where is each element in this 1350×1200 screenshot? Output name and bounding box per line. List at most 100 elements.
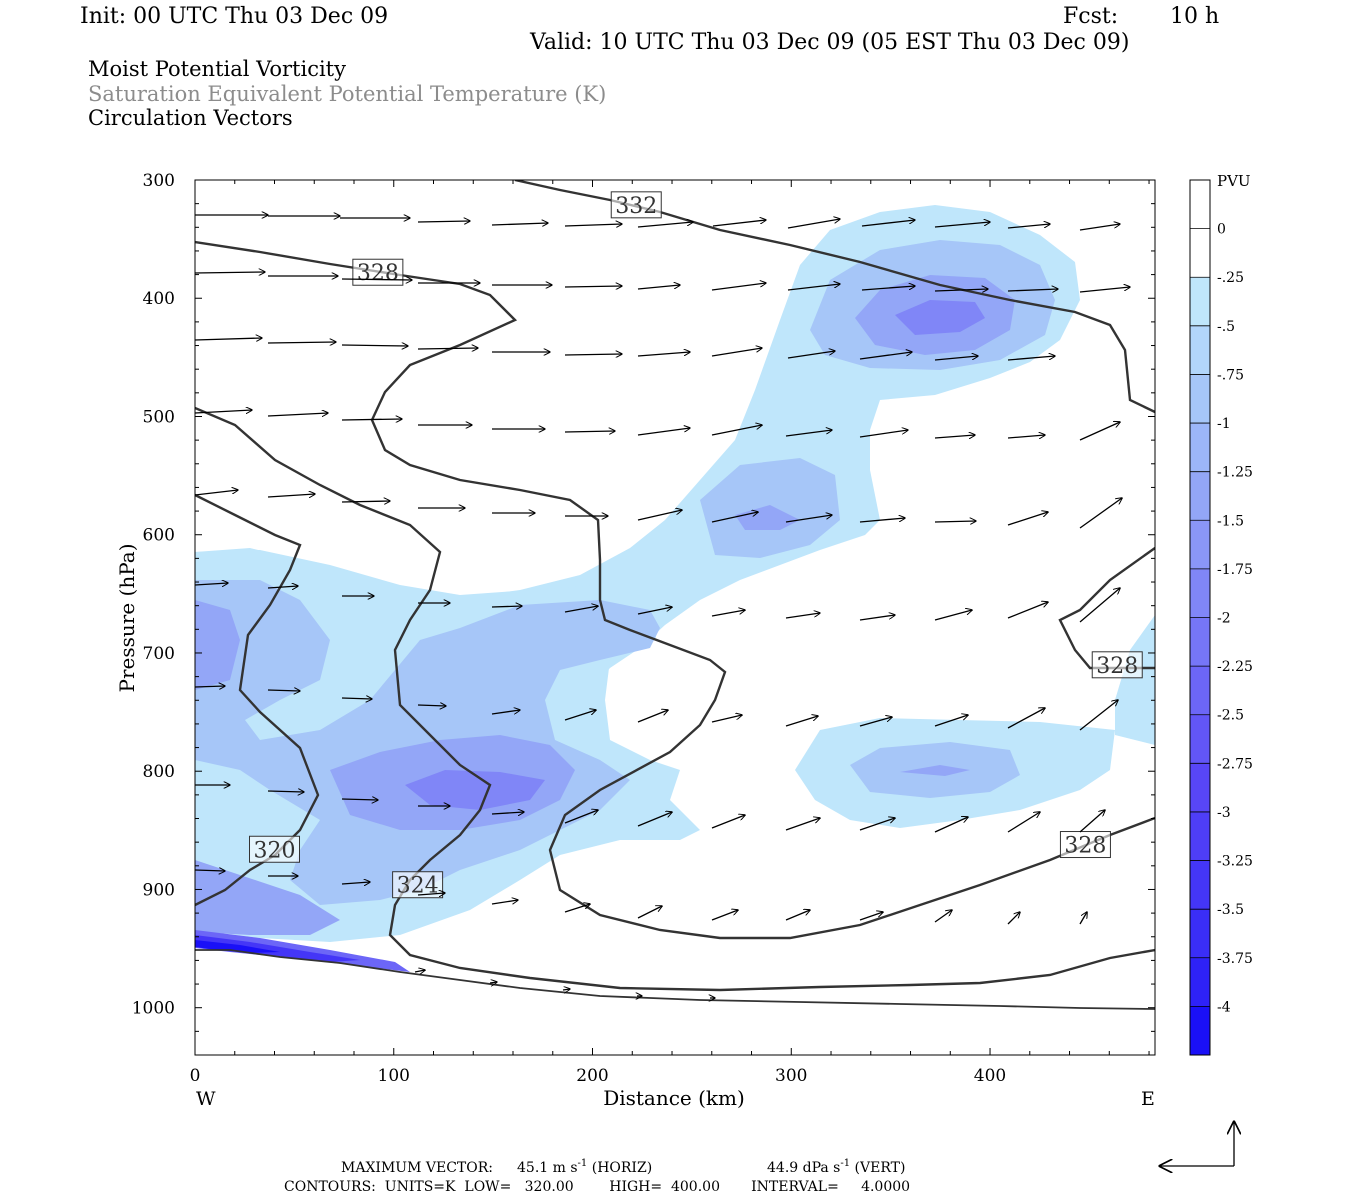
x-axis: 0 100 200 300 400 [190, 180, 1150, 1086]
vector [711, 348, 762, 357]
vector [934, 521, 976, 522]
vector [711, 512, 758, 523]
colorbar-swatch [1190, 374, 1210, 424]
colorbar-swatch [1190, 860, 1210, 910]
colorbar-label: 0 [1217, 222, 1226, 238]
vector [341, 345, 408, 346]
pv-mid-bottom-left [195, 860, 340, 935]
x-tick-label: 0 [190, 1066, 201, 1086]
vector [267, 494, 315, 497]
vector [564, 431, 615, 432]
colorbar-swatch [1190, 568, 1210, 618]
colorbar-label: -.25 [1217, 270, 1244, 286]
pv-region-right-edge [1115, 615, 1155, 745]
vector [859, 518, 905, 523]
field-title-mpv: Moist Potential Vorticity [88, 57, 346, 81]
vector [341, 501, 390, 502]
vector [564, 354, 622, 355]
vector [414, 970, 425, 972]
valid-time: Valid: 10 UTC Thu 03 Dec 09 (05 EST Thu … [530, 30, 1130, 55]
reference-vector-icon [1160, 1122, 1234, 1166]
vector [267, 586, 298, 588]
y-tick-label: 700 [143, 644, 175, 664]
y-tick-label: 900 [143, 880, 175, 900]
colorbar-swatch [1190, 811, 1210, 862]
vector [859, 717, 892, 727]
west-label: W [196, 1088, 216, 1110]
colorbar-swatch [1190, 1006, 1210, 1056]
max-vector-horiz: 45.1 m s-1 (HORIZ) [517, 1158, 652, 1176]
colorbar-swatch [1190, 763, 1210, 813]
max-vector-label: MAXIMUM VECTOR: [341, 1160, 493, 1176]
vector [1079, 912, 1087, 925]
pv-surface-band-2 [195, 935, 360, 962]
vector [267, 413, 328, 416]
vector [267, 791, 304, 792]
vector [1007, 356, 1055, 361]
pv-colorbar: 0 -.25 -.5 -.75 -1 -1.25 -1.5 -1.75 -2 -2.25 -2.5 -… [1189, 179, 1253, 1056]
vector [195, 410, 252, 413]
vector [195, 272, 265, 273]
colorbar-swatch [1190, 714, 1210, 764]
colorbar-unit: PVU [1217, 172, 1251, 190]
colorbar-label: -4 [1217, 999, 1231, 1015]
contour-label: 332 [615, 194, 657, 219]
vector [491, 606, 522, 607]
pv-dark-lowright [900, 765, 970, 776]
vector [417, 705, 446, 706]
colorbar-label: -2 [1217, 611, 1231, 627]
vector [785, 818, 820, 831]
vector [564, 286, 622, 287]
field-title-thetae: Saturation Equivalent Potential Temperat… [88, 82, 607, 106]
colorbar-label: -1.75 [1217, 562, 1253, 578]
footer: MAXIMUM VECTOR: 45.1 m s-1 (HORIZ) 44.9 … [284, 1158, 910, 1195]
vector [785, 910, 810, 921]
vector [267, 690, 300, 691]
vector [637, 607, 672, 615]
colorbar-swatch [1190, 909, 1210, 959]
y-axis-label: Pressure (hPa) [115, 544, 139, 693]
vector [1079, 422, 1120, 441]
vector [1079, 700, 1118, 731]
vector [341, 799, 378, 800]
vector [491, 710, 520, 715]
colorbar-swatch [1190, 957, 1210, 1007]
colorbar-swatch [1190, 471, 1210, 521]
vector [1007, 224, 1050, 229]
contour-labels: 332 328 328 328 320 324 [249, 191, 1143, 899]
contour-label-box [1091, 651, 1143, 679]
vector [934, 435, 975, 438]
vector [564, 606, 598, 613]
vector [1079, 498, 1122, 529]
vector [195, 686, 225, 687]
y-tick-label: 600 [143, 526, 175, 546]
colorbar-label: -3.75 [1217, 951, 1253, 967]
pv-shading [195, 205, 1155, 972]
east-label: E [1141, 1088, 1155, 1110]
vector [934, 222, 990, 228]
vector [637, 510, 682, 521]
vector [491, 812, 524, 814]
y-tick-label: 400 [143, 289, 175, 309]
contour-label-box [1059, 831, 1111, 859]
vector [859, 615, 895, 621]
colorbar-label: -.5 [1217, 319, 1235, 335]
vector [564, 904, 590, 913]
plot-frame [194, 179, 1156, 1056]
contour-label: 324 [397, 874, 439, 899]
vector [564, 710, 596, 721]
colorbar-label: -.75 [1217, 367, 1244, 383]
vector [267, 342, 336, 343]
vector [491, 900, 518, 905]
vector [712, 220, 766, 227]
vector [1007, 708, 1045, 729]
contours-info: CONTOURS: UNITS=K LOW= 320.00 HIGH= 400.… [284, 1179, 910, 1195]
y-axis: 300 400 500 600 700 800 900 1000 [132, 171, 1155, 1032]
vector [195, 870, 225, 871]
pv-dark-upper-core [895, 300, 985, 335]
vector [934, 356, 978, 361]
colorbar-swatch [1190, 180, 1210, 230]
contour-label: 328 [357, 261, 399, 286]
vector [341, 419, 402, 420]
colorbar-label: -1.25 [1217, 465, 1253, 481]
